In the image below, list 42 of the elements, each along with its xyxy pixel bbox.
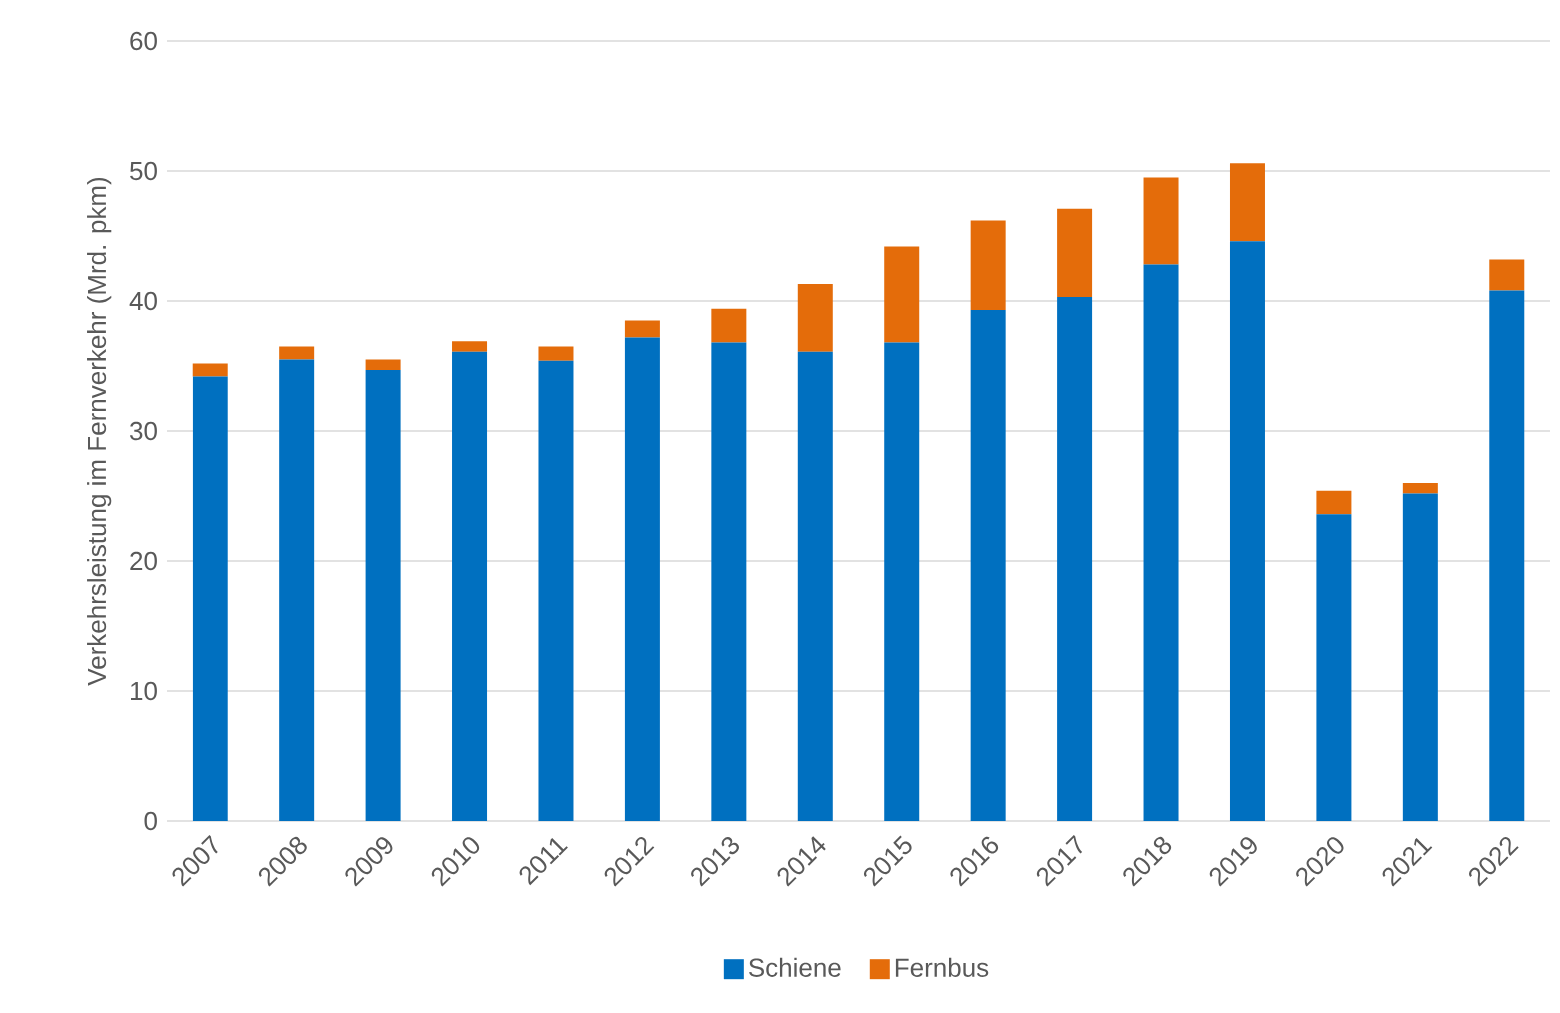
legend-label: Schiene [749, 957, 841, 977]
bar [192, 363, 228, 377]
bar [624, 320, 660, 338]
bar [365, 369, 401, 821]
bar [1489, 259, 1525, 291]
bar [452, 351, 488, 821]
y-tick-label: 50 [130, 161, 157, 181]
bar [1402, 493, 1438, 821]
y-tick-label: 10 [131, 681, 157, 701]
bar [1402, 483, 1438, 494]
y-tick-label: 20 [130, 551, 157, 571]
y-tick-label: 40 [129, 291, 157, 311]
bar [970, 220, 1006, 311]
bar [1489, 290, 1525, 821]
bar [1143, 177, 1179, 265]
bar [884, 342, 920, 821]
bar [279, 346, 315, 360]
bar [1316, 514, 1352, 821]
bar [711, 342, 747, 821]
bar [192, 376, 228, 821]
bar [1057, 208, 1093, 298]
bar [1143, 264, 1179, 821]
bar [279, 359, 315, 821]
bar [797, 351, 833, 821]
bar [711, 308, 747, 343]
bar [1229, 241, 1265, 821]
legend-label: Fernbus [895, 957, 989, 977]
y-tick-label: 60 [130, 31, 157, 51]
bar [797, 284, 833, 352]
bar [1316, 490, 1352, 515]
bar [1229, 163, 1265, 242]
bar [884, 246, 920, 343]
bar [365, 359, 401, 370]
y-tick-label: 0 [144, 811, 157, 831]
bar [624, 337, 660, 821]
bar [538, 346, 574, 361]
y-tick-label: 30 [130, 421, 157, 441]
y-axis-title: Verkehrsleistung im Fernverkehr (Mrd. pkm) [87, 177, 112, 686]
bar [452, 341, 488, 352]
bar [970, 310, 1006, 821]
bar [538, 360, 574, 821]
bar [1057, 297, 1093, 821]
